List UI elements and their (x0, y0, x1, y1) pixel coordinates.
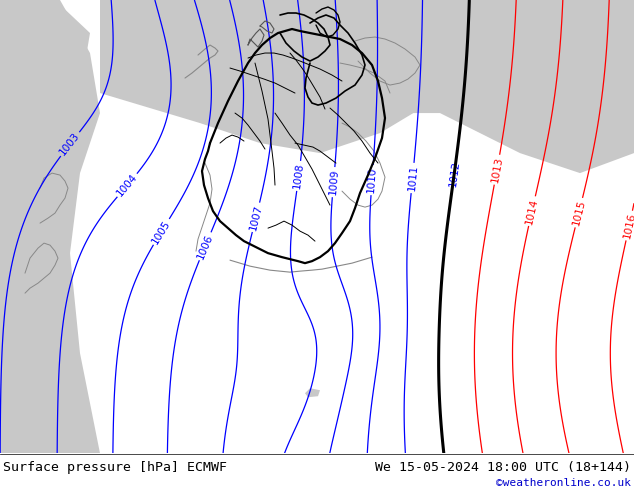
Text: 1003: 1003 (58, 131, 82, 157)
Text: 1014: 1014 (524, 197, 540, 225)
Polygon shape (280, 0, 634, 173)
Text: 1006: 1006 (195, 232, 215, 260)
Polygon shape (0, 0, 100, 453)
Text: We 15-05-2024 18:00 UTC (18+144): We 15-05-2024 18:00 UTC (18+144) (375, 461, 631, 474)
Text: 1013: 1013 (489, 156, 504, 184)
Text: ©weatheronline.co.uk: ©weatheronline.co.uk (496, 478, 631, 488)
Text: 1009: 1009 (328, 169, 340, 196)
Polygon shape (305, 388, 320, 397)
Text: 1004: 1004 (115, 172, 139, 198)
Text: 1016: 1016 (621, 212, 634, 240)
Text: 1010: 1010 (366, 167, 378, 194)
Polygon shape (430, 0, 634, 113)
Text: 1005: 1005 (150, 218, 172, 245)
Text: 1011: 1011 (406, 164, 419, 192)
Text: Surface pressure [hPa] ECMWF: Surface pressure [hPa] ECMWF (3, 461, 227, 474)
Polygon shape (100, 0, 430, 153)
Text: 1008: 1008 (292, 162, 306, 190)
Text: 1015: 1015 (571, 198, 587, 227)
Polygon shape (0, 0, 90, 63)
Text: 1007: 1007 (248, 203, 264, 231)
Text: 1012: 1012 (448, 160, 461, 188)
